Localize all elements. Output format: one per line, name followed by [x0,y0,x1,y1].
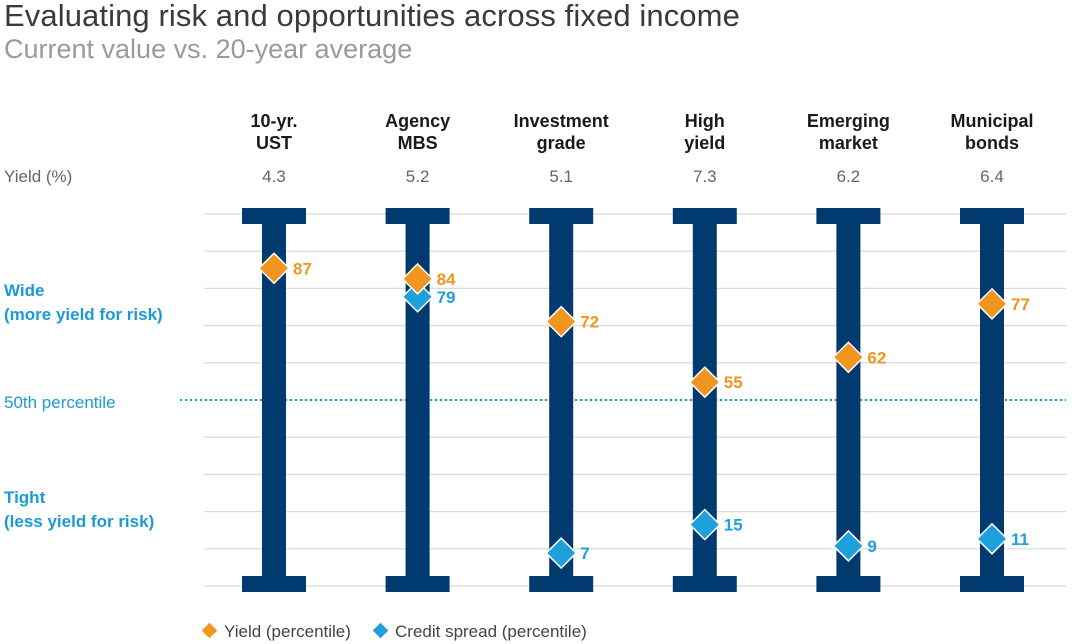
legend-spread-label: Credit spread (percentile) [395,622,587,641]
category-label-line1: 10-yr. [250,111,297,131]
yield-data-label: 77 [1011,295,1030,314]
yield-data-label: 72 [580,313,599,332]
spread-data-label: 79 [437,288,456,307]
yield-value: 5.2 [406,167,430,186]
yield-marker [257,252,291,285]
spread-data-label: 11 [1011,530,1029,549]
range-bar-stem [549,208,574,592]
range-bar-stem [836,208,861,592]
category-label-line1: Emerging [807,111,890,131]
chart-title: Evaluating risk and opportunities across… [4,0,740,33]
yield-value: 6.2 [837,167,861,186]
category-label-line2: MBS [398,133,438,153]
category-label-line2: grade [537,133,586,153]
spread-marker [545,537,578,570]
p50-label: 50th percentile [4,393,116,412]
category-label-line1: Investment [514,111,609,131]
yield-data-label: 84 [437,270,456,289]
yield-row-label: Yield (%) [4,167,72,186]
spread-data-label: 9 [867,537,876,556]
category-label-line1: Agency [385,111,450,131]
spread-marker [688,508,721,541]
yield-value: 5.1 [549,167,573,186]
legend-yield-label: Yield (percentile) [224,622,351,641]
tight-label-line1: Tight [4,488,46,507]
spread-marker [975,522,1009,555]
legend: Yield (percentile) Credit spread (percen… [201,622,587,641]
range-bar-bottom-cap [385,576,450,592]
yield-value: 7.3 [693,167,717,186]
wide-label-line2: (more yield for risk) [4,305,163,324]
spread-marker [832,529,865,563]
yield-data-label: 55 [724,373,743,392]
range-bar-bottom-cap [242,576,306,592]
yield-value: 4.3 [262,167,286,186]
range-bar-bottom-cap [816,576,881,592]
spread-data-label: 15 [724,516,743,535]
yield-marker [688,366,721,399]
yield-data-label: 62 [867,348,886,367]
category-label-line1: High [685,111,725,131]
yield-value: 6.4 [980,167,1004,186]
legend-spread-marker-icon [372,622,389,639]
category-label-line2: market [819,133,878,153]
wide-label-line1: Wide [4,281,44,300]
chart-subtitle: Current value vs. 20-year average [4,34,413,64]
spread-marker [401,280,434,313]
yield-marker [975,287,1009,320]
category-label-line2: UST [256,133,292,153]
category-label-line2: yield [684,133,725,153]
category-label-line1: Municipal [950,111,1033,131]
spread-data-label: 7 [580,544,589,563]
yield-data-label: 87 [293,259,312,278]
yield-marker [401,262,434,296]
tight-label-line2: (less yield for risk) [4,512,154,531]
yield-marker [832,341,865,374]
yield-marker [545,305,578,338]
gridlines [204,213,1066,587]
range-bar-bottom-cap [672,576,737,592]
category-column: 10-yr.UST 4.3 [242,111,306,592]
category-label-line2: bonds [965,133,1019,153]
range-bar-bottom-cap [960,576,1024,592]
legend-yield-marker-icon [201,622,218,639]
range-bar-bottom-cap [529,576,594,592]
